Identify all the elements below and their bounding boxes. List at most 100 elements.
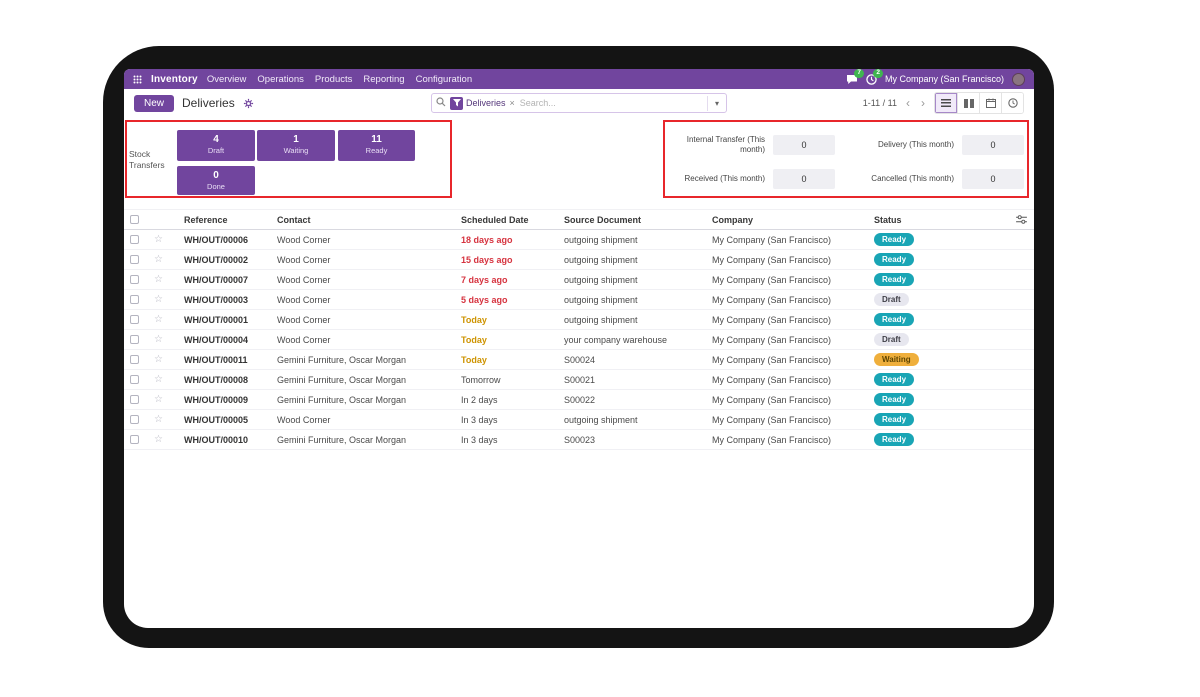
filter-funnel-icon <box>450 96 463 110</box>
row-star-icon[interactable]: ☆ <box>154 434 163 445</box>
column-header[interactable]: Source Document <box>564 214 642 225</box>
cell-status: Ready <box>868 250 1008 269</box>
cell-scheduled-date: 18 days ago <box>461 234 513 245</box>
activities-icon[interactable]: 2 <box>866 69 883 85</box>
row-star-icon[interactable]: ☆ <box>154 414 163 425</box>
row-checkbox[interactable] <box>130 435 139 444</box>
table-row[interactable]: ☆ WH/OUT/00005 Wood Corner In 3 days out… <box>124 410 1034 430</box>
column-header[interactable]: Contact <box>277 214 311 225</box>
row-checkbox[interactable] <box>130 315 139 324</box>
view-switch-kanban[interactable] <box>957 93 979 113</box>
row-checkbox[interactable] <box>130 335 139 344</box>
state-button[interactable]: 1 Waiting <box>257 130 335 161</box>
new-button[interactable]: New <box>134 94 175 112</box>
apps-grid-icon[interactable] <box>133 75 142 84</box>
state-button[interactable]: 0 Done <box>177 166 255 195</box>
row-star-icon[interactable]: ☆ <box>154 334 163 345</box>
cell-source-document: outgoing shipment <box>564 254 638 265</box>
cell-source-document: outgoing shipment <box>564 414 638 425</box>
row-star-icon[interactable]: ☆ <box>154 294 163 305</box>
avatar[interactable] <box>1012 72 1025 86</box>
table-row[interactable]: ☆ WH/OUT/00003 Wood Corner 5 days ago ou… <box>124 290 1034 310</box>
pager-next-icon[interactable]: › <box>921 96 925 110</box>
row-star-icon[interactable]: ☆ <box>154 374 163 385</box>
row-star-cell: ☆ <box>148 350 178 369</box>
table-row[interactable]: ☆ WH/OUT/00009 Gemini Furniture, Oscar M… <box>124 390 1034 410</box>
cell-status: Ready <box>868 270 1008 289</box>
table-row[interactable]: ☆ WH/OUT/00002 Wood Corner 15 days ago o… <box>124 250 1034 270</box>
table-row[interactable]: ☆ WH/OUT/00011 Gemini Furniture, Oscar M… <box>124 350 1034 370</box>
row-checkbox[interactable] <box>130 375 139 384</box>
cell-scheduled-date: Today <box>461 334 487 345</box>
row-checkbox[interactable] <box>130 395 139 404</box>
row-star-icon[interactable]: ☆ <box>154 234 163 245</box>
status-badge: Ready <box>874 313 915 326</box>
cell-source-document: S00022 <box>564 394 596 405</box>
view-switch-calendar[interactable] <box>979 93 1001 113</box>
column-header[interactable]: Scheduled Date <box>461 214 529 225</box>
menu-item[interactable]: Overview <box>206 73 247 85</box>
column-header[interactable]: Company <box>712 214 754 225</box>
view-switch-activity[interactable] <box>1001 93 1023 113</box>
column-header[interactable]: Status <box>874 214 902 225</box>
row-star-icon[interactable]: ☆ <box>154 394 163 405</box>
cell-company: My Company (San Francisco) <box>712 334 832 345</box>
row-star-cell: ☆ <box>148 330 178 349</box>
star-column-header <box>148 210 178 229</box>
search-facet[interactable]: Deliveries × <box>450 96 516 110</box>
row-star-icon[interactable]: ☆ <box>154 314 163 325</box>
list-view-icon <box>941 99 951 107</box>
table-row[interactable]: ☆ WH/OUT/00004 Wood Corner Today your co… <box>124 330 1034 350</box>
table-row[interactable]: ☆ WH/OUT/00008 Gemini Furniture, Oscar M… <box>124 370 1034 390</box>
state-button[interactable]: 4 Draft <box>177 130 255 161</box>
row-star-icon[interactable]: ☆ <box>154 274 163 285</box>
state-button[interactable]: 11 Ready <box>338 130 415 161</box>
optional-columns-icon[interactable] <box>1015 215 1027 224</box>
cell-status: Ready <box>868 370 1008 389</box>
table-row[interactable]: ☆ WH/OUT/00010 Gemini Furniture, Oscar M… <box>124 430 1034 450</box>
facet-remove-icon[interactable]: × <box>509 98 515 108</box>
row-star-cell: ☆ <box>148 410 178 429</box>
row-star-icon[interactable]: ☆ <box>154 254 163 265</box>
pager-range[interactable]: 1-11 / 11 <box>862 98 897 108</box>
row-checkbox[interactable] <box>130 255 139 264</box>
cell-status: Ready <box>868 410 1008 429</box>
cell-spacer <box>1008 290 1034 309</box>
pager-previous-icon[interactable]: ‹ <box>906 96 910 110</box>
row-checkbox[interactable] <box>130 415 139 424</box>
navbar-right: 7 2 My Company (San Francisco) <box>846 69 1025 86</box>
row-checkbox[interactable] <box>130 275 139 284</box>
row-checkbox[interactable] <box>130 295 139 304</box>
menu-item[interactable]: Products <box>314 73 353 85</box>
cell-reference: WH/OUT/00003 <box>184 294 249 305</box>
select-all-checkbox[interactable] <box>130 215 139 224</box>
facet-label: Deliveries <box>466 98 506 108</box>
view-switch-list[interactable] <box>935 93 957 113</box>
messages-icon[interactable]: 7 <box>846 69 864 85</box>
kpi-value: 0 <box>773 135 835 155</box>
row-checkbox[interactable] <box>130 235 139 244</box>
control-panel: New Deliveries Deliveries × <box>124 89 1034 117</box>
row-checkbox[interactable] <box>130 355 139 364</box>
search-bar[interactable]: Deliveries × ▾ <box>431 93 727 113</box>
table-row[interactable]: ☆ WH/OUT/00007 Wood Corner 7 days ago ou… <box>124 270 1034 290</box>
cell-contact: Wood Corner <box>277 314 331 325</box>
search-input[interactable] <box>519 98 703 108</box>
search-dropdown-caret-icon[interactable]: ▾ <box>706 95 722 111</box>
cell-scheduled-date: In 2 days <box>461 394 498 405</box>
cell-source-document: outgoing shipment <box>564 294 638 305</box>
menu-item[interactable]: Configuration <box>415 73 473 85</box>
action-gear-icon[interactable] <box>243 98 254 109</box>
row-star-cell: ☆ <box>148 390 178 409</box>
cell-reference: WH/OUT/00002 <box>184 254 249 265</box>
menu-item[interactable]: Reporting <box>363 73 405 85</box>
kpi-value: 0 <box>962 135 1024 155</box>
table-row[interactable]: ☆ WH/OUT/00001 Wood Corner Today outgoin… <box>124 310 1034 330</box>
app-name[interactable]: Inventory <box>151 73 198 85</box>
table-row[interactable]: ☆ WH/OUT/00006 Wood Corner 18 days ago o… <box>124 230 1034 250</box>
company-name[interactable]: My Company (San Francisco) <box>884 74 1004 84</box>
column-header[interactable]: Reference <box>184 214 228 225</box>
row-star-icon[interactable]: ☆ <box>154 354 163 365</box>
row-select-cell <box>124 410 148 429</box>
menu-item[interactable]: Operations <box>257 73 304 85</box>
